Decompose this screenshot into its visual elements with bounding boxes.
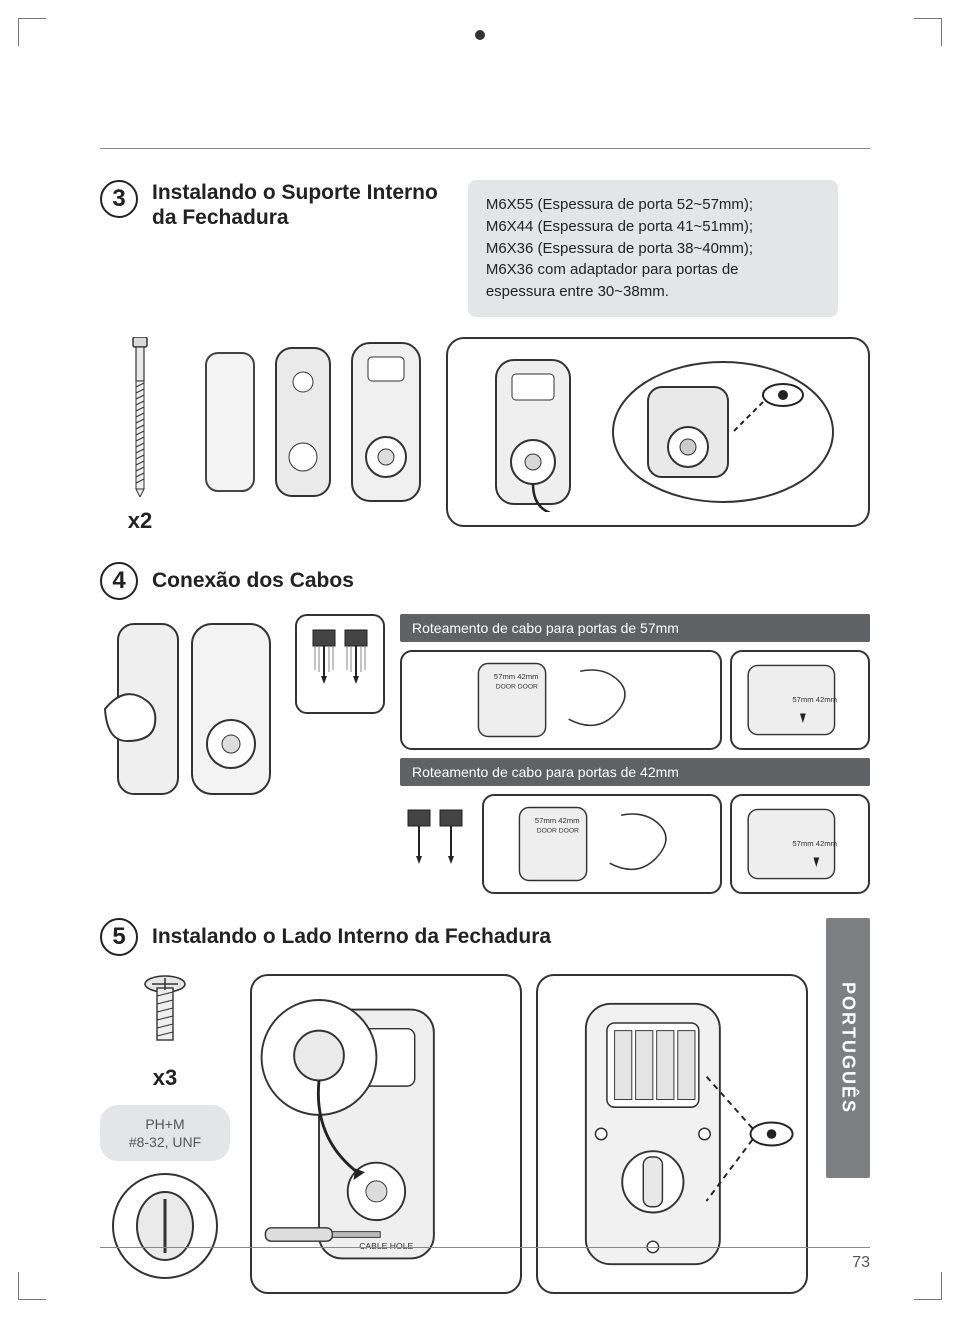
- spec-line-4: M6X36 com adaptador para portas de: [486, 259, 820, 281]
- mount-plate-icon: [478, 352, 598, 512]
- lock-connect-illustration: [100, 614, 280, 804]
- routing-42-panel-a: 57mm 42mm DOOR DOOR: [482, 794, 722, 894]
- step-3-title-line1: Instalando o Suporte Interno: [152, 180, 438, 205]
- step-4-title: Conexão dos Cabos: [152, 568, 354, 593]
- screw-spec-line1: PH+M: [108, 1115, 222, 1133]
- step-3-number: 3: [112, 185, 125, 213]
- step-5-wrapper: 5 Instalando o Lado Interno da Fechadura: [100, 918, 870, 1294]
- step-5-illustrations: CABLE HOLE: [250, 974, 808, 1294]
- connector-callout-top: [295, 614, 385, 714]
- screw-spec-line2: #8-32, UNF: [108, 1133, 222, 1151]
- routing-42-label: Roteamento de cabo para portas de 42mm: [400, 758, 870, 786]
- step-3-body: x2: [100, 337, 870, 534]
- step-3-illustration-box: [446, 337, 870, 527]
- step-3-exploded-parts: [200, 337, 426, 507]
- language-side-tab: PORTUGUÊS: [826, 918, 870, 1178]
- svg-text:CABLE HOLE: CABLE HOLE: [359, 1241, 413, 1251]
- spec-line-1: M6X55 (Espessura de porta 52~57mm);: [486, 194, 820, 216]
- spec-line-3: M6X36 (Espessura de porta 38~40mm);: [486, 238, 820, 260]
- routing-42-panel-b: 57mm 42mm: [730, 794, 870, 894]
- step-5-left-column: x3 PH+M #8-32, UNF: [100, 974, 230, 1286]
- step-4: 4 Conexão dos Cabos: [100, 562, 870, 894]
- step-4-right-column: Roteamento de cabo para portas de 57mm 5…: [400, 614, 870, 894]
- footer-rule: [100, 1247, 870, 1248]
- step-3-title: Instalando o Suporte Interno da Fechadur…: [152, 180, 438, 230]
- screw-spec-box: M6X55 (Espessura de porta 52~57mm); M6X4…: [468, 180, 838, 317]
- step-5-screw-qty: x3: [100, 1065, 230, 1091]
- routing-57-panel-a: 57mm 42mm DOOR DOOR: [400, 650, 722, 750]
- routing-57-row: 57mm 42mm DOOR DOOR 57mm 42mm: [400, 650, 870, 750]
- crop-mark-bl: [18, 1272, 46, 1300]
- crop-mark-br: [914, 1272, 942, 1300]
- spec-line-2: M6X44 (Espessura de porta 41~51mm);: [486, 216, 820, 238]
- thumbturn-zoom-icon: [110, 1171, 220, 1281]
- step-3-screw-qty: x2: [100, 508, 180, 534]
- bracket-back-icon: [346, 337, 426, 507]
- svg-text:57mm 42mm: 57mm 42mm: [792, 839, 837, 848]
- routing-57-label: Roteamento de cabo para portas de 57mm: [400, 614, 870, 642]
- long-screw-icon: [127, 337, 153, 497]
- step-4-body: Roteamento de cabo para portas de 57mm 5…: [100, 614, 870, 894]
- zoom-eye-callout: [608, 357, 838, 507]
- routing-42-row: 57mm 42mm DOOR DOOR 57mm 42mm: [400, 794, 870, 894]
- svg-text:57mm 42mm: 57mm 42mm: [792, 695, 837, 704]
- cable-connector-icon: [400, 804, 470, 884]
- connector-callout-bottom: [400, 794, 474, 894]
- step-3-badge: 3: [100, 180, 138, 218]
- spec-line-5: espessura entre 30~38mm.: [486, 281, 820, 303]
- crop-mark-tl: [18, 18, 46, 46]
- svg-text:DOOR DOOR: DOOR DOOR: [496, 683, 538, 690]
- step-4-head: 4 Conexão dos Cabos: [100, 562, 870, 600]
- step-5-number: 5: [112, 923, 125, 951]
- step-5-title: Instalando o Lado Interno da Fechadura: [152, 924, 551, 949]
- step-5-main: 5 Instalando o Lado Interno da Fechadura: [100, 918, 808, 1294]
- cable-connector-icon: [305, 624, 375, 704]
- step-3-title-line2: da Fechadura: [152, 205, 438, 230]
- svg-text:DOOR DOOR: DOOR DOOR: [537, 827, 579, 834]
- crop-mark-tr: [914, 18, 942, 46]
- bracket-side-icon: [268, 342, 338, 502]
- step-5-head: 5 Instalando o Lado Interno da Fechadura: [100, 918, 808, 956]
- step-5-badge: 5: [100, 918, 138, 956]
- short-screw-icon: [142, 974, 188, 1054]
- step-4-badge: 4: [100, 562, 138, 600]
- step-5-box-right: [536, 974, 808, 1294]
- step-3-head: 3 Instalando o Suporte Interno da Fechad…: [100, 180, 438, 230]
- header-rule: [100, 148, 870, 149]
- step-5-box-left: CABLE HOLE: [250, 974, 522, 1294]
- step-3-header-row: 3 Instalando o Suporte Interno da Fechad…: [100, 180, 870, 317]
- routing-57-panel-b: 57mm 42mm: [730, 650, 870, 750]
- page-number: 73: [852, 1254, 870, 1272]
- step-3-screw-column: x2: [100, 337, 180, 534]
- language-tab-text: PORTUGUÊS: [838, 982, 859, 1114]
- step-5-body: x3 PH+M #8-32, UNF: [100, 974, 808, 1294]
- step-4-number: 4: [112, 567, 125, 595]
- cover-plate-icon: [200, 347, 260, 497]
- svg-text:57mm 42mm: 57mm 42mm: [494, 672, 539, 681]
- svg-text:57mm 42mm: 57mm 42mm: [535, 816, 580, 825]
- screw-spec-pill: PH+M #8-32, UNF: [100, 1105, 230, 1161]
- registration-mark: [475, 30, 485, 40]
